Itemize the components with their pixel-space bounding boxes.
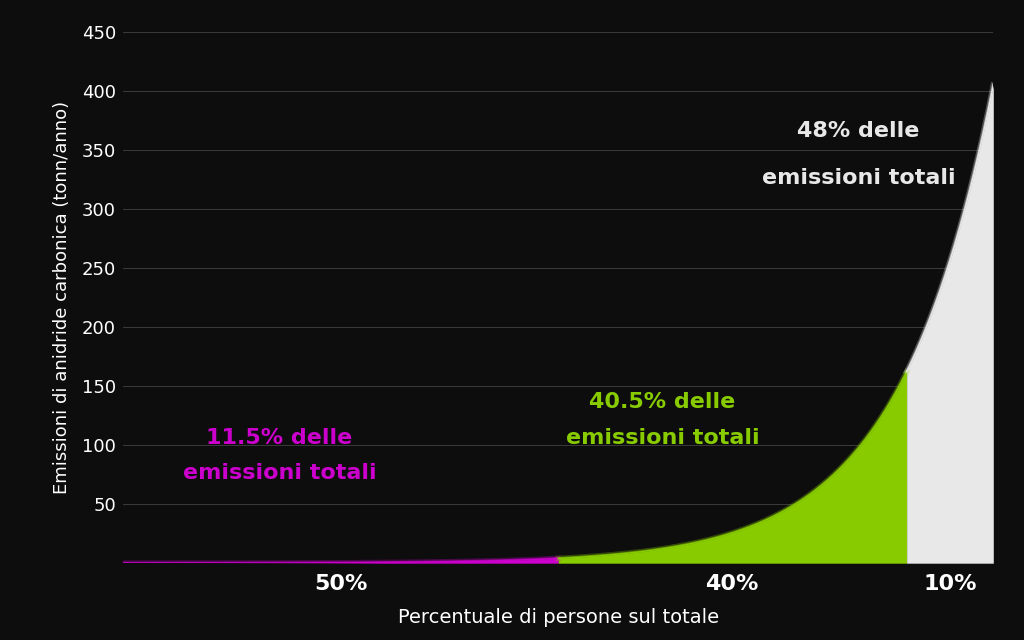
Text: emissioni totali: emissioni totali bbox=[565, 428, 760, 447]
Text: emissioni totali: emissioni totali bbox=[762, 168, 955, 188]
Text: 40.5% delle: 40.5% delle bbox=[590, 392, 735, 412]
Text: 11.5% delle: 11.5% delle bbox=[207, 428, 352, 447]
Text: 48% delle: 48% delle bbox=[797, 120, 920, 141]
X-axis label: Percentuale di persone sul totale: Percentuale di persone sul totale bbox=[397, 608, 719, 627]
Y-axis label: Emissioni di anidride carbonica (tonn/anno): Emissioni di anidride carbonica (tonn/an… bbox=[52, 101, 71, 494]
Text: emissioni totali: emissioni totali bbox=[182, 463, 377, 483]
